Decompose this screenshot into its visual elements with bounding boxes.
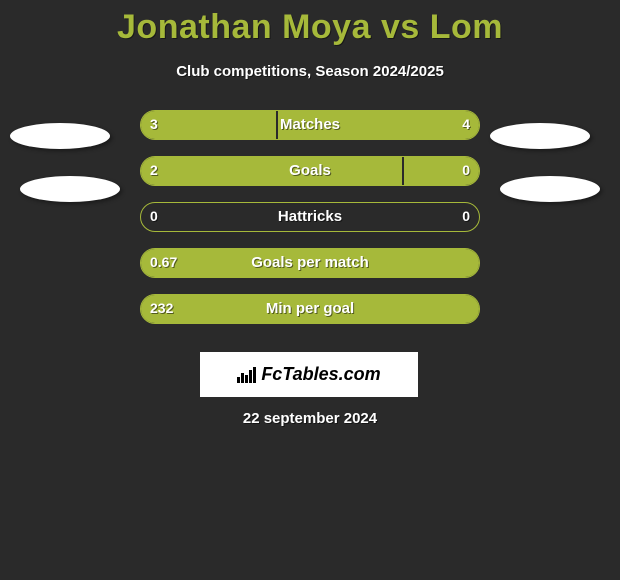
chart-title: Jonathan Moya vs Lom bbox=[0, 0, 620, 47]
stat-row: 00Hattricks bbox=[0, 202, 620, 232]
player-oval bbox=[10, 123, 110, 149]
stat-label: Goals bbox=[140, 162, 480, 179]
bars-icon bbox=[237, 367, 257, 383]
chart-subtitle: Club competitions, Season 2024/2025 bbox=[0, 63, 620, 80]
stat-label: Hattricks bbox=[140, 208, 480, 225]
stat-label: Min per goal bbox=[140, 300, 480, 317]
brand-text: FcTables.com bbox=[261, 364, 380, 385]
stat-row: 232Min per goal bbox=[0, 294, 620, 324]
stat-row: 0.67Goals per match bbox=[0, 248, 620, 278]
stat-label: Matches bbox=[140, 116, 480, 133]
brand-box: FcTables.com bbox=[200, 352, 418, 397]
brand-label: FcTables.com bbox=[237, 364, 380, 385]
player-oval bbox=[20, 176, 120, 202]
player-oval bbox=[490, 123, 590, 149]
stat-label: Goals per match bbox=[140, 254, 480, 271]
player-oval bbox=[500, 176, 600, 202]
date-label: 22 september 2024 bbox=[0, 410, 620, 427]
